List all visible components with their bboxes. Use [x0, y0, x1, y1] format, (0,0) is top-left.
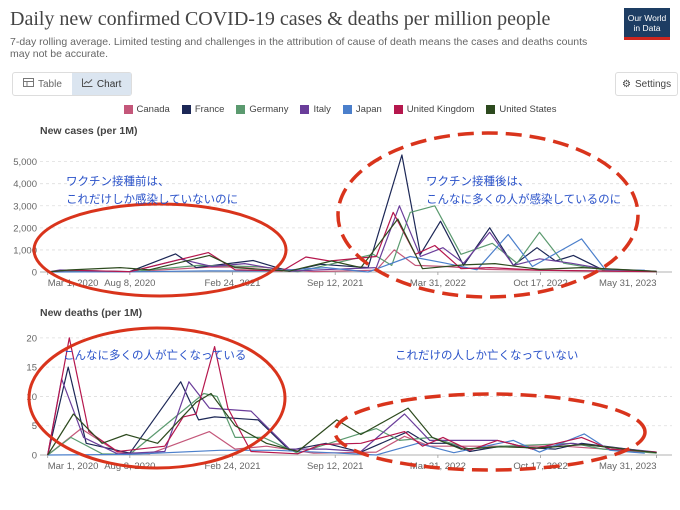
- annotation-ellipse-solid: [32, 202, 288, 298]
- legend-label: France: [194, 104, 225, 115]
- chart-title: New deaths (per 1M): [40, 307, 142, 319]
- annotation-text: こんなに多くの人が感染しているのに: [426, 192, 621, 206]
- series-line-united-states: [47, 218, 657, 273]
- legend-swatch: [181, 105, 191, 114]
- logo-line-1: Our World: [627, 13, 667, 23]
- legend-item[interactable]: Germany: [236, 104, 288, 115]
- y-tick-label: 4,000: [13, 179, 37, 190]
- y-tick-label: 0: [32, 268, 37, 279]
- x-tick-label: Aug 8, 2020: [104, 278, 155, 289]
- tab-chart-label: Chart: [96, 78, 122, 90]
- owid-logo[interactable]: Our World in Data: [624, 8, 670, 40]
- legend-item[interactable]: United States: [486, 104, 556, 115]
- chart-subtitle: 7-day rolling average. Limited testing a…: [10, 36, 588, 60]
- legend-swatch: [393, 105, 403, 114]
- logo-line-2: in Data: [633, 23, 661, 33]
- legend-item[interactable]: Italy: [300, 104, 331, 115]
- x-tick-label: Oct 17, 2022: [513, 461, 567, 472]
- settings-button[interactable]: ⚙ Settings: [615, 72, 679, 96]
- legend-swatch: [123, 105, 133, 114]
- series-line-japan: [47, 233, 645, 273]
- annotation-text: ワクチン接種後は、: [426, 174, 530, 188]
- series-line-japan: [47, 433, 645, 456]
- chart-line-icon: [81, 78, 93, 90]
- legend-swatch: [486, 105, 496, 114]
- y-tick-label: 15: [26, 363, 37, 374]
- legend-swatch: [236, 105, 246, 114]
- annotation-ellipse-dashed: [333, 392, 647, 472]
- annotation-ellipse-solid: [27, 326, 287, 470]
- x-tick-label: May 31, 2023: [599, 461, 657, 472]
- y-tick-label: 20: [26, 333, 37, 344]
- x-tick-label: Mar 1, 2020: [48, 461, 99, 472]
- legend-item[interactable]: France: [181, 104, 225, 115]
- legend-label: United Kingdom: [406, 104, 475, 115]
- annotation-ellipse-dashed: [336, 131, 640, 299]
- x-tick-label: May 31, 2023: [599, 278, 657, 289]
- series-line-united-states: [47, 392, 657, 456]
- chart-title: New cases (per 1M): [40, 125, 137, 137]
- series-line-italy: [47, 205, 657, 273]
- y-tick-label: 5: [32, 421, 37, 432]
- table-icon: [23, 78, 34, 90]
- tab-table-label: Table: [38, 78, 62, 90]
- annotation-text: これだけしか感染していないのに: [66, 192, 238, 206]
- legend-label: Italy: [313, 104, 331, 115]
- legend-item[interactable]: Canada: [123, 104, 170, 115]
- x-tick-label: Feb 24, 2021: [205, 278, 261, 289]
- y-tick-label: 0: [32, 451, 37, 462]
- annotation-text: こんなに多くの人が亡くなっている: [63, 348, 246, 362]
- series-line-united-kingdom: [47, 337, 657, 456]
- tab-table[interactable]: Table: [13, 73, 72, 95]
- y-tick-label: 10: [26, 392, 37, 403]
- y-tick-label: 2,000: [13, 223, 37, 234]
- legend-label: Canada: [136, 104, 170, 115]
- annotation-text: ワクチン接種前は、: [66, 174, 170, 188]
- x-tick-label: Sep 12, 2021: [307, 278, 364, 289]
- tab-chart[interactable]: Chart: [71, 73, 132, 95]
- y-tick-label: 1,000: [13, 245, 37, 256]
- x-tick-label: Mar 31, 2022: [410, 278, 466, 289]
- legend-label: Japan: [355, 104, 382, 115]
- x-tick-label: Sep 12, 2021: [307, 461, 364, 472]
- legend-item[interactable]: Japan: [342, 104, 382, 115]
- series-line-france: [47, 154, 657, 273]
- series-line-germany: [47, 205, 657, 273]
- x-tick-label: Oct 17, 2022: [513, 278, 567, 289]
- view-tabs: Table Chart: [12, 72, 133, 96]
- legend-label: Germany: [249, 104, 289, 115]
- settings-label: Settings: [634, 78, 672, 90]
- legend-label: United States: [499, 104, 557, 115]
- legend-swatch: [300, 105, 310, 114]
- y-tick-label: 5,000: [13, 157, 37, 168]
- chart-legend: Canada France Germany Italy Japan United King…: [0, 104, 680, 115]
- series-line-united-kingdom: [47, 211, 657, 273]
- x-tick-label: Feb 24, 2021: [205, 461, 261, 472]
- annotation-text: これだけの人しか亡くなっていない: [395, 348, 578, 362]
- y-tick-label: 3,000: [13, 201, 37, 212]
- legend-item[interactable]: United Kingdom: [393, 104, 475, 115]
- page-title: Daily new confirmed COVID-19 cases & dea…: [10, 8, 551, 30]
- gear-icon: ⚙: [622, 78, 631, 90]
- legend-swatch: [342, 105, 352, 114]
